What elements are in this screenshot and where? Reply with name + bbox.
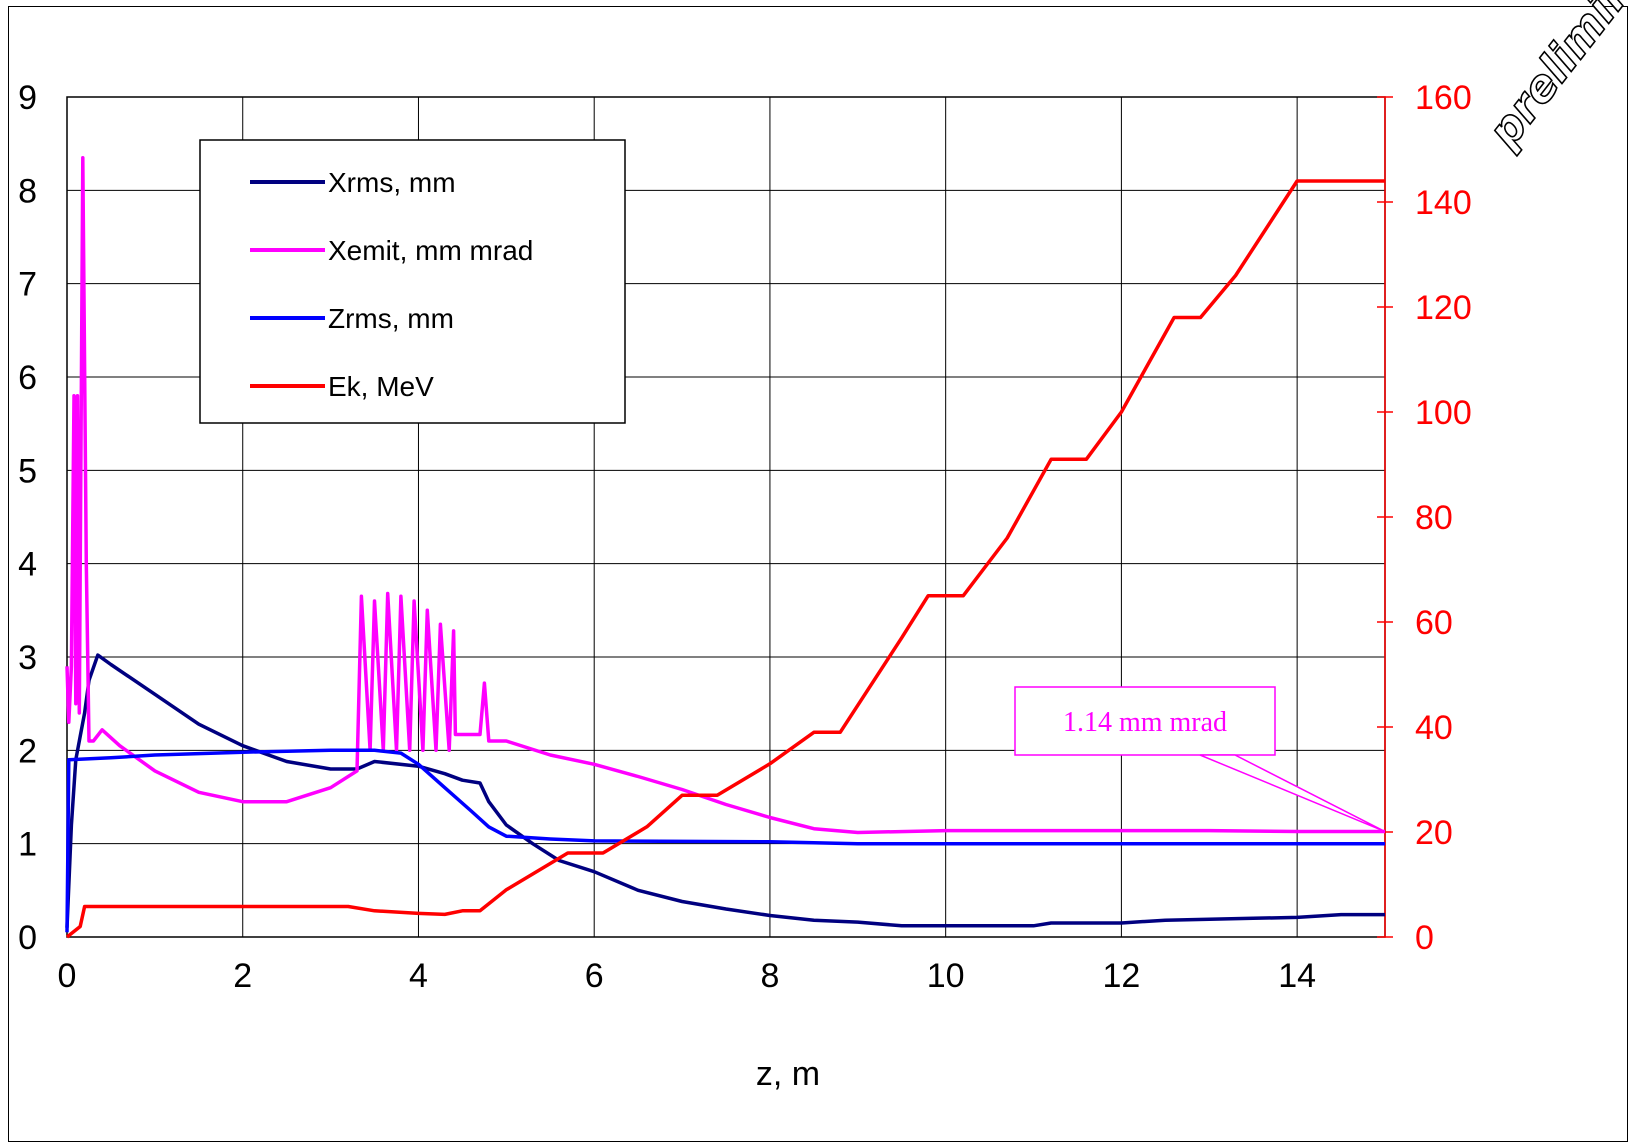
series-line xyxy=(65,653,1385,928)
series-lines xyxy=(65,155,1385,939)
y-right-tick-label: 20 xyxy=(1415,814,1453,852)
y-left-tick-label: 9 xyxy=(18,79,37,117)
legend-label: Zrms, mm xyxy=(328,303,454,334)
y-right-tick-label: 40 xyxy=(1415,709,1453,747)
series-line xyxy=(65,155,1385,835)
y-right-tick-label: 140 xyxy=(1415,184,1472,222)
y-right-tick-label: 160 xyxy=(1415,79,1472,117)
y-left-tick-label: 3 xyxy=(18,639,37,677)
legend-label: Xemit, mm mrad xyxy=(328,235,533,266)
y-left-tick-label: 2 xyxy=(18,732,37,770)
legend-box xyxy=(199,139,626,424)
y-right-tick-label: 120 xyxy=(1415,289,1472,327)
y-right-tick-label: 0 xyxy=(1415,919,1434,957)
x-tick-label: 10 xyxy=(927,957,965,995)
series-line xyxy=(65,748,1385,933)
y-left-tick-label: 0 xyxy=(18,919,37,957)
legend-label: Ek, MeV xyxy=(328,371,434,402)
y-right-tick-label: 60 xyxy=(1415,604,1453,642)
x-axis-title: z, m xyxy=(756,1055,820,1093)
axis-ticks: 0 2 4 6 8 10 12 1401234567890204060801001201401… xyxy=(18,79,1472,995)
series-line xyxy=(65,179,1385,939)
annotation: 1.14 mm mrad xyxy=(1014,686,1386,833)
legend-label: Xrms, mm xyxy=(328,167,456,198)
annotation-pointer xyxy=(1199,754,1386,833)
x-tick-label: 6 xyxy=(585,957,604,995)
annotation-label: 1.14 mm mrad xyxy=(1063,707,1227,738)
annotation-box xyxy=(1014,686,1276,756)
x-tick-label: 12 xyxy=(1102,957,1140,995)
x-tick-label: 0 xyxy=(58,957,77,995)
y-left-tick-label: 7 xyxy=(18,266,37,304)
x-tick-label: 2 xyxy=(233,957,252,995)
x-tick-label: 4 xyxy=(409,957,428,995)
y-left-tick-label: 6 xyxy=(18,359,37,397)
y-left-tick-label: 1 xyxy=(18,826,37,864)
y-right-tick-label: 100 xyxy=(1415,394,1472,432)
x-tick-label: 14 xyxy=(1278,957,1316,995)
y-left-tick-label: 5 xyxy=(18,452,37,490)
watermark: preliminary xyxy=(1478,0,1635,158)
y-right-tick-label: 80 xyxy=(1415,499,1453,537)
x-tick-label: 8 xyxy=(760,957,779,995)
legend: Xrms, mm Xemit, mm mrad Zrms, mm Ek, MeV xyxy=(199,139,626,424)
y-left-tick-label: 8 xyxy=(18,172,37,210)
y-left-tick-label: 4 xyxy=(18,546,37,584)
